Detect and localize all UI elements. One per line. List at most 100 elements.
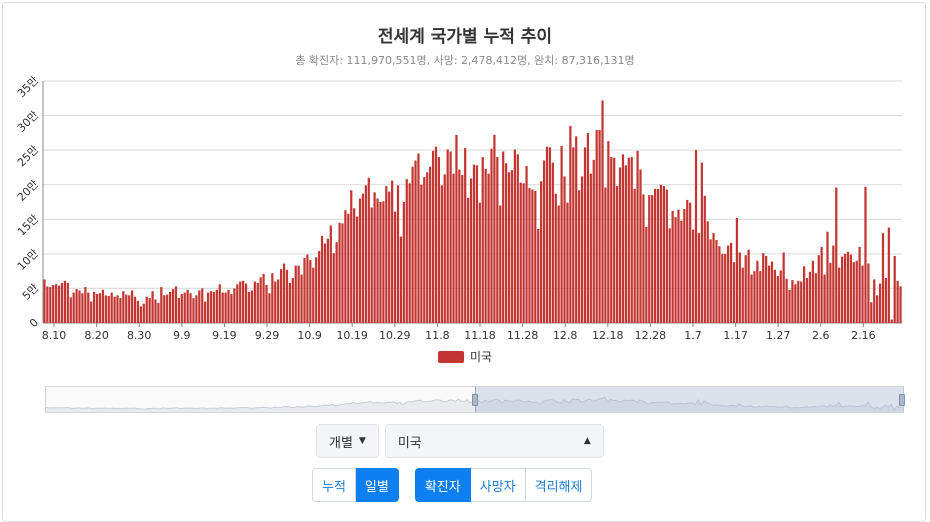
bar — [467, 197, 470, 323]
bar — [87, 292, 90, 323]
bar — [759, 271, 762, 323]
bar — [788, 289, 791, 323]
bar — [493, 134, 496, 323]
bar — [791, 280, 794, 323]
bar — [753, 271, 756, 323]
bar — [113, 296, 116, 323]
bar — [136, 300, 140, 323]
navigator-left-handle[interactable] — [471, 394, 478, 406]
bar — [341, 223, 344, 323]
bar — [531, 189, 534, 323]
bar — [180, 293, 183, 323]
bar — [306, 254, 309, 323]
tab-recovered[interactable]: 격리해제 — [525, 468, 593, 502]
bar — [855, 260, 858, 323]
bar — [496, 157, 499, 323]
bar — [887, 227, 890, 323]
bar — [280, 269, 283, 323]
bar — [405, 179, 408, 323]
bar — [402, 202, 405, 323]
bar — [318, 251, 321, 323]
bar — [876, 295, 879, 323]
bar — [557, 205, 560, 323]
bar — [618, 167, 622, 323]
bar — [700, 162, 703, 323]
y-tick-label: 35만 — [15, 74, 41, 100]
bar — [624, 165, 627, 323]
y-tick-label: 30만 — [15, 109, 41, 135]
bar — [256, 282, 259, 323]
bar — [727, 245, 730, 323]
legend[interactable]: 미국 — [0, 348, 930, 365]
bar — [262, 273, 265, 323]
bar — [750, 274, 753, 323]
bar — [671, 210, 674, 323]
bar — [794, 284, 797, 323]
bar — [592, 159, 595, 323]
bar — [770, 261, 774, 323]
bar — [507, 172, 511, 323]
tab-cumulative[interactable]: 누적 — [312, 468, 356, 502]
bar — [189, 293, 192, 323]
bar — [227, 289, 230, 323]
bar — [829, 262, 832, 323]
bar — [60, 282, 64, 323]
bar — [396, 185, 400, 323]
bar — [142, 303, 145, 323]
bar — [724, 253, 727, 323]
bar — [353, 208, 356, 323]
mode-select[interactable]: 개별 ▼ — [316, 424, 379, 458]
bar — [271, 273, 274, 323]
country-select[interactable]: 미국 ▲ — [384, 424, 604, 458]
bar — [715, 240, 718, 323]
navigator-selection[interactable] — [474, 387, 904, 412]
bar — [122, 291, 125, 323]
bar — [580, 176, 584, 323]
bar — [393, 211, 397, 323]
tab-daily[interactable]: 일별 — [355, 468, 399, 502]
bar — [443, 174, 446, 323]
bar — [224, 292, 227, 323]
navigator-right-handle[interactable] — [899, 394, 905, 406]
bar-chart: 0 5만 10만 15만 20만 25만 30만 35만 8.10 8.20 8.30 9.9 9.19… — [15, 74, 902, 340]
range-navigator[interactable] — [45, 386, 905, 413]
bar — [379, 202, 382, 323]
bar — [455, 134, 458, 323]
bar — [741, 267, 744, 323]
bar — [744, 255, 747, 323]
bar — [502, 151, 505, 323]
bar — [545, 146, 549, 323]
bar — [805, 278, 809, 323]
x-tick-label: 1.27 — [766, 329, 791, 340]
bar — [347, 213, 350, 323]
bar — [160, 287, 163, 323]
bar — [569, 125, 572, 323]
bar — [861, 265, 864, 323]
bar — [429, 166, 432, 323]
bar — [604, 187, 607, 323]
bar — [621, 154, 625, 323]
bar — [168, 291, 172, 323]
bar — [691, 229, 695, 323]
bar — [610, 157, 613, 323]
bar — [712, 233, 715, 323]
bar — [434, 146, 438, 323]
bar — [344, 210, 347, 323]
bar — [244, 283, 248, 323]
caret-down-icon: ▼ — [358, 436, 366, 446]
bar — [896, 280, 899, 323]
bar — [215, 289, 218, 323]
bar — [98, 293, 102, 323]
bar — [52, 284, 55, 323]
bar — [899, 286, 902, 323]
bar — [183, 292, 186, 323]
bar — [721, 253, 724, 323]
bar — [274, 281, 277, 323]
bar — [364, 185, 367, 323]
bar — [519, 182, 522, 323]
y-tick-label: 25만 — [15, 143, 41, 169]
bar — [230, 293, 233, 323]
tab-confirmed[interactable]: 확진자 — [414, 468, 471, 502]
x-tick-label: 10.19 — [336, 329, 368, 340]
tab-deaths[interactable]: 사망자 — [470, 468, 526, 502]
